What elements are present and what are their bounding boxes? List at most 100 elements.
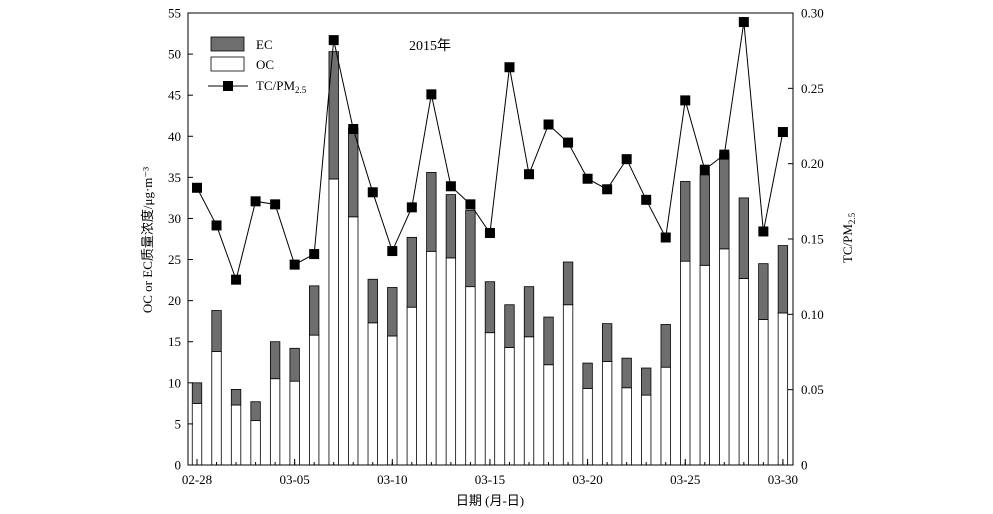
ec-bar	[309, 285, 320, 336]
y-tick-label: 40	[168, 129, 181, 144]
oc-bar	[523, 336, 535, 466]
ec-bar	[543, 316, 554, 366]
oc-bar	[465, 286, 476, 466]
ec-bar	[738, 197, 749, 279]
oc-bar	[191, 402, 203, 466]
ec-bar	[445, 194, 457, 259]
ec-bar	[641, 367, 652, 396]
ec-bar	[660, 324, 671, 368]
x-tick-label: 02-28	[182, 472, 212, 487]
tc-pm25-marker	[309, 249, 320, 260]
oc-bar	[445, 257, 457, 466]
legend-tc-label-sub: 2.5	[295, 85, 307, 95]
tc-pm25-marker	[406, 202, 417, 213]
oc-bar	[660, 366, 671, 466]
tc-pm25-marker	[445, 181, 456, 192]
ec-bar	[328, 51, 339, 180]
oc-bar	[309, 334, 320, 466]
oc-bar	[621, 387, 632, 466]
y-tick-label: 5	[175, 416, 182, 431]
y-axis-title: OC or EC质量浓度/μg·m⁻³	[140, 167, 155, 313]
ec-bar	[211, 310, 222, 352]
tc-pm25-marker	[465, 199, 476, 210]
tc-pm25-marker	[328, 35, 339, 46]
legend-tc-label-main: TC/PM	[256, 78, 295, 93]
tc-pm25-marker	[660, 232, 671, 243]
legend-ec-swatch	[210, 36, 245, 52]
tc-pm25-marker	[582, 173, 593, 184]
ec-bar	[758, 263, 769, 320]
ec-bar	[367, 278, 378, 324]
oc-bar	[601, 361, 613, 466]
tc-pm25-marker	[719, 149, 730, 160]
oc-bar	[348, 216, 359, 466]
ec-bar	[484, 281, 496, 334]
ec-bar	[582, 362, 593, 389]
oc-bar	[269, 378, 281, 466]
oc-bar	[406, 306, 417, 466]
tc-pm25-marker	[231, 274, 242, 285]
ec-bar	[523, 286, 535, 338]
legend-oc-label: OC	[256, 57, 274, 72]
ec-bar	[504, 304, 515, 348]
tc-pm25-marker	[192, 182, 202, 193]
tc-pm25-marker	[699, 164, 710, 175]
tc-pm25-marker	[524, 169, 535, 180]
tc-pm25-marker	[426, 89, 437, 100]
bars-layer	[191, 51, 789, 466]
tc-pm25-marker	[738, 17, 749, 28]
y-tick-label: 15	[168, 334, 181, 349]
y-tick-label: 45	[168, 88, 181, 103]
tc-pm25-marker	[250, 196, 261, 207]
chart-title: 2015年	[409, 38, 451, 54]
tc-pm25-marker	[543, 119, 554, 130]
y2-tick-label: 0.30	[801, 6, 824, 21]
y2-tick-label: 0.20	[801, 156, 824, 171]
ec-bar	[465, 209, 476, 288]
tc-pm25-marker	[367, 187, 378, 198]
oc-bar	[367, 322, 378, 466]
legend-ec-label: EC	[256, 37, 273, 52]
y2-tick-label: 0.05	[801, 382, 824, 397]
y2-axis-title-sub: 2.5	[847, 212, 857, 224]
y-tick-label: 10	[168, 375, 181, 390]
tc-pm25-marker	[504, 62, 515, 73]
ec-bar	[426, 172, 437, 252]
y2-tick-label: 0.10	[801, 307, 824, 322]
y-tick-label: 0	[175, 458, 182, 473]
legend: EC OC TC/PM2.5	[208, 36, 307, 95]
oc-bar	[543, 364, 554, 466]
ec-bar	[406, 236, 417, 308]
x-axis-title: 日期 (月-日)	[456, 493, 524, 508]
x-tick-label: 03-20	[572, 472, 602, 487]
oc-bar	[777, 312, 789, 466]
y-axis: 0 5 10 15 20 25 30 35 40 45 50 55	[168, 6, 193, 473]
y2-axis-title-main: TC/PM	[840, 224, 855, 263]
ec-bar	[191, 382, 203, 404]
oc-bar	[719, 248, 730, 466]
oc-bar	[328, 178, 339, 466]
ec-bar	[699, 174, 710, 266]
tc-pm25-marker	[484, 227, 495, 238]
tc-pm25-marker	[211, 220, 222, 231]
tc-pm25-marker	[758, 226, 769, 237]
ec-bar	[269, 341, 281, 380]
tc-pm25-marker	[777, 127, 788, 138]
oc-bar	[230, 404, 242, 466]
ec-bar	[562, 261, 574, 306]
oc-bar	[250, 420, 261, 466]
tc-pm25-marker	[563, 137, 574, 148]
tc-line-layer	[192, 17, 788, 285]
tc-pm25-marker	[621, 154, 632, 165]
oc-bar	[426, 250, 437, 466]
oc-bar	[562, 304, 574, 466]
x-tick-label: 03-15	[475, 472, 505, 487]
ec-bar	[601, 323, 613, 362]
y-tick-label: 30	[168, 211, 181, 226]
oc-bar	[211, 351, 222, 466]
y2-axis: 0 0.05 0.10 0.15 0.20 0.25 0.30	[788, 6, 824, 473]
y2-axis-title: TC/PM2.5	[840, 212, 857, 263]
legend-oc-swatch	[210, 56, 245, 72]
oc-bar	[680, 260, 691, 466]
